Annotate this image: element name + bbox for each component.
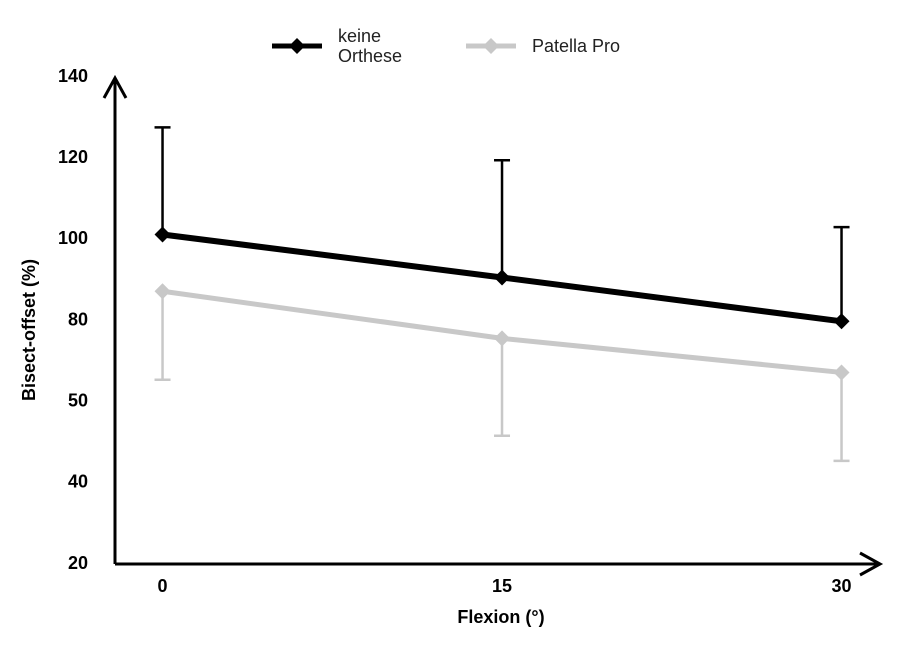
y-tick-label: 50 bbox=[68, 390, 88, 410]
y-axis-arrow bbox=[102, 74, 128, 99]
y-tick-label: 80 bbox=[68, 309, 88, 329]
y-tick-label: 120 bbox=[58, 147, 88, 167]
point-marker bbox=[154, 226, 171, 243]
y-tick-label: 40 bbox=[68, 472, 88, 492]
legend-label: keine Orthese bbox=[338, 26, 403, 66]
error-bar bbox=[154, 126, 171, 235]
error-bar bbox=[494, 158, 511, 278]
legend-marker bbox=[289, 38, 305, 54]
y-axis-label: Bisect-offset (%) bbox=[19, 259, 39, 401]
point-marker bbox=[494, 269, 511, 286]
legend-marker bbox=[483, 38, 499, 54]
point-marker bbox=[494, 330, 511, 347]
point-marker bbox=[833, 313, 850, 330]
error-bar bbox=[154, 291, 171, 382]
x-axis-arrow bbox=[859, 551, 884, 577]
error-bar bbox=[833, 372, 850, 463]
x-tick-label: 0 bbox=[158, 576, 168, 596]
legend-label: Patella Pro bbox=[532, 36, 621, 56]
x-axis-label: Flexion (°) bbox=[457, 607, 544, 627]
y-tick-label: 140 bbox=[58, 66, 88, 86]
x-tick-label: 30 bbox=[832, 576, 852, 596]
error-bar bbox=[494, 338, 511, 438]
x-tick-label: 15 bbox=[492, 576, 512, 596]
y-tick-label: 20 bbox=[68, 553, 88, 573]
point-marker bbox=[154, 283, 171, 300]
y-tick-label: 100 bbox=[58, 228, 88, 248]
point-marker bbox=[833, 364, 850, 381]
error-bar bbox=[833, 225, 850, 322]
